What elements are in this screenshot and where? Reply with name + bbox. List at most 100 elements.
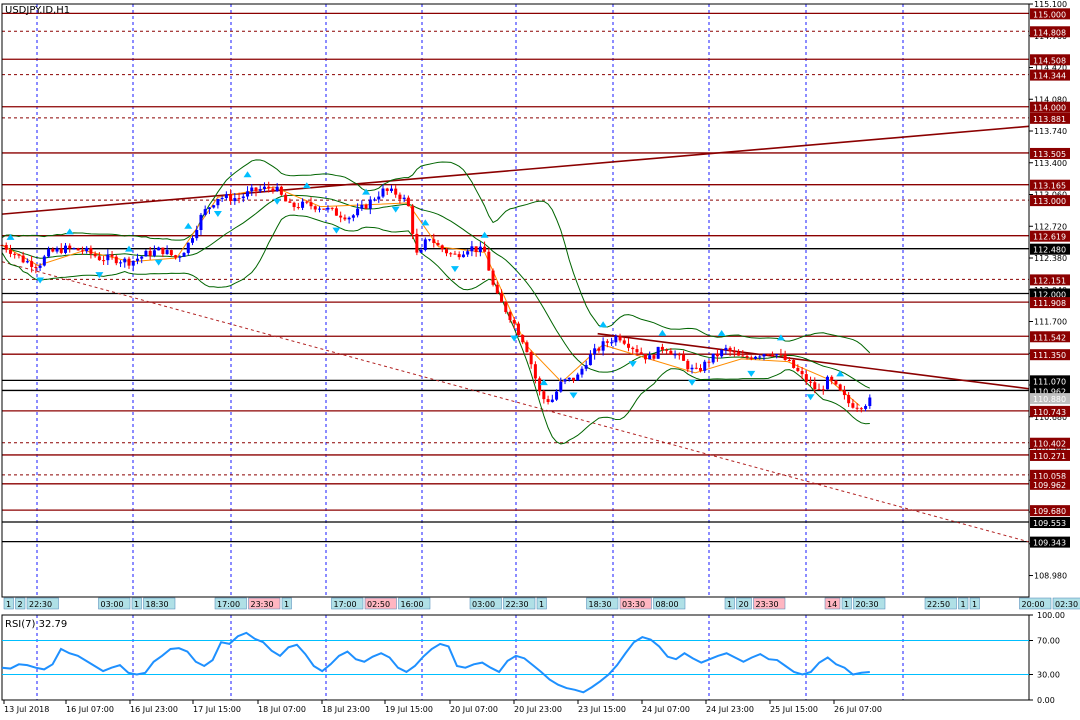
candle-body	[68, 245, 72, 249]
level-label-box	[1030, 375, 1070, 387]
candle-body	[500, 293, 504, 302]
candle-body	[246, 191, 250, 197]
candle-body	[614, 336, 618, 343]
candle-body	[119, 262, 123, 264]
candle-body	[593, 348, 597, 355]
candle-body	[584, 365, 588, 369]
time-marker-label: 1	[284, 600, 289, 609]
candle-body	[516, 323, 520, 336]
candle-body	[347, 217, 351, 220]
candle-body	[855, 407, 859, 409]
candle-body	[216, 198, 220, 206]
candle-body	[690, 367, 694, 370]
candle-body	[635, 349, 639, 353]
candle-body	[301, 201, 305, 208]
candle-body	[720, 349, 724, 357]
candle-body	[792, 360, 796, 368]
time-tick-label: 16 Jul 23:00	[130, 705, 178, 714]
time-marker-label: 08:00	[656, 600, 679, 609]
candle-body	[588, 354, 592, 366]
candle-body	[703, 361, 707, 371]
time-scale-markers: 1 2 22:30 03:00 1 18:30 17:00 23:30 1 17:00 02:50 1…	[3, 597, 1080, 610]
candle-body	[461, 254, 465, 258]
candle-body	[660, 346, 664, 350]
candle-body	[639, 352, 643, 355]
candle-body	[504, 301, 508, 312]
candle-body	[597, 348, 601, 351]
level-label: 111.908	[1033, 299, 1066, 308]
candle-body	[220, 198, 224, 200]
candle-body	[436, 242, 440, 246]
candle-body	[131, 260, 135, 266]
candle-body	[51, 249, 55, 252]
time-tick-label: 20 Jul 23:00	[514, 705, 562, 714]
candle-body	[402, 197, 406, 200]
candle-body	[677, 354, 681, 356]
level-label-box	[1030, 331, 1070, 343]
candle-body	[610, 342, 614, 344]
candle-body	[178, 256, 182, 258]
candle-body	[326, 207, 330, 210]
candles	[0, 181, 872, 413]
level-label-box	[1030, 54, 1070, 66]
candle-body	[538, 378, 542, 392]
fractal-marker	[776, 334, 785, 341]
candle-body	[152, 250, 156, 256]
candle-body	[93, 253, 97, 257]
time-tick-label: 23 Jul 15:00	[578, 705, 626, 714]
candle-body	[373, 199, 377, 201]
fractal-marker	[243, 171, 252, 178]
band-line	[1, 159, 871, 354]
time-axis: 13 Jul 2018 16 Jul 07:00 16 Jul 23:00 17 Ju…	[3, 700, 882, 714]
time-marker-box	[248, 597, 281, 610]
time-marker-label: 1	[972, 600, 977, 609]
fractal-marker	[95, 272, 104, 279]
fractal-marker	[747, 370, 756, 377]
time-tick-label: 26 Jul 07:00	[834, 705, 882, 714]
candle-body	[775, 354, 779, 356]
candle-body	[258, 189, 262, 191]
level-label-box	[1030, 517, 1070, 529]
fractal-marker	[510, 335, 519, 342]
candle-body	[190, 238, 194, 243]
candle-body	[85, 247, 89, 252]
candle-body	[89, 247, 93, 254]
candle-body	[762, 354, 766, 357]
time-marker-label: 22:50	[927, 600, 950, 609]
fractal-marker	[688, 379, 697, 386]
level-label: 115.000	[1033, 10, 1066, 19]
candle-body	[601, 341, 605, 351]
candle-body	[737, 352, 741, 356]
candle-body	[330, 207, 334, 209]
candle-body	[770, 354, 774, 356]
candle-body	[406, 197, 410, 207]
candle-body	[17, 254, 21, 256]
band-line	[1, 214, 870, 445]
time-marker-box	[15, 597, 26, 610]
time-marker-box	[143, 597, 176, 610]
candle-body	[864, 406, 868, 409]
candle-body	[135, 258, 139, 261]
candle-body	[262, 186, 266, 190]
fractal-marker	[628, 361, 637, 368]
fractal-marker	[273, 198, 282, 205]
price-tick-label: 115.100	[1034, 0, 1067, 9]
candle-body	[555, 391, 559, 400]
level-label-box	[1030, 297, 1070, 309]
time-tick-label: 25 Jul 15:00	[770, 705, 818, 714]
candle-body	[605, 341, 609, 343]
candle-body	[351, 215, 355, 218]
price-tick-label: 114.080	[1034, 95, 1067, 104]
candle-body	[428, 239, 432, 241]
candle-body	[356, 208, 360, 216]
level-label: 112.000	[1033, 290, 1066, 299]
fractal-marker	[480, 231, 489, 238]
candle-body	[728, 347, 732, 352]
candle-body	[563, 379, 567, 382]
candle-body	[364, 204, 368, 209]
time-marker-box	[736, 597, 752, 610]
price-tick-label: 114.420	[1034, 64, 1067, 73]
candle-body	[627, 343, 631, 348]
candle-body	[42, 256, 46, 266]
candle-body	[30, 261, 34, 267]
